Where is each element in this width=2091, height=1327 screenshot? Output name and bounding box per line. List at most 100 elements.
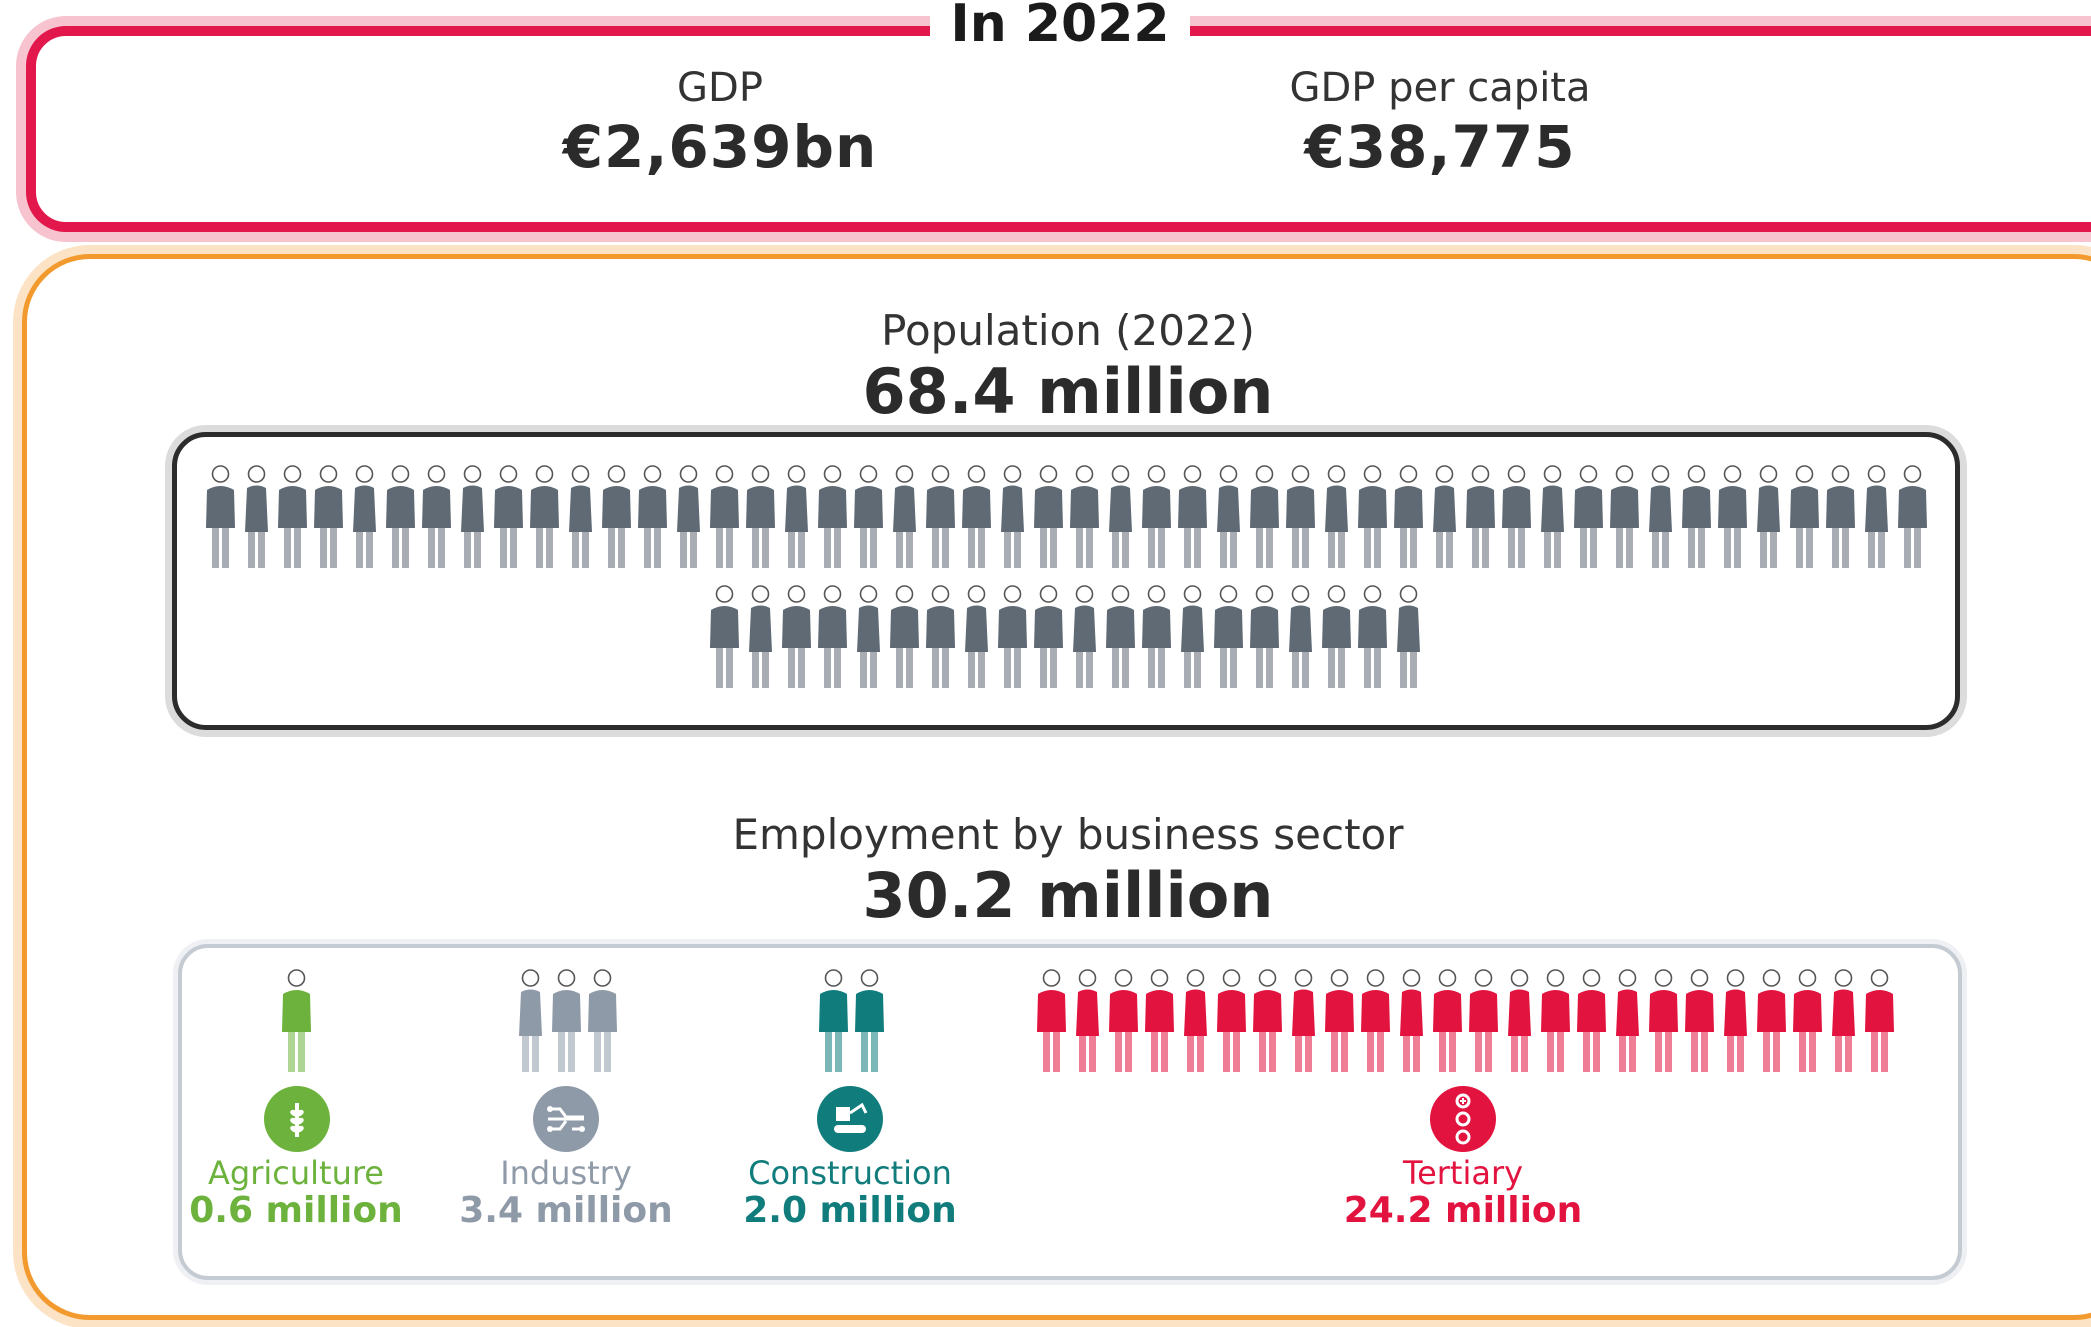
person-icon — [925, 585, 955, 688]
industry-label: Industry — [500, 1154, 632, 1192]
person-icon — [1609, 465, 1639, 568]
person-icon — [853, 465, 883, 568]
person-icon — [817, 465, 847, 568]
person-icon — [856, 585, 880, 688]
excavator-icon — [817, 1086, 883, 1152]
circuit-icon — [533, 1086, 599, 1152]
person-icon — [1069, 465, 1099, 568]
person-icon — [1831, 969, 1855, 1072]
construction-people — [776, 966, 926, 1074]
person-icon — [1249, 585, 1279, 688]
person-icon — [421, 465, 451, 568]
agriculture-people — [236, 966, 356, 1074]
gdp-value: €2,639bn — [562, 113, 878, 181]
person-icon — [1249, 465, 1279, 568]
person-icon — [961, 465, 991, 568]
construction-value: 2.0 million — [743, 1190, 957, 1231]
person-icon — [1252, 969, 1282, 1072]
employment-value: 30.2 million — [862, 859, 1274, 932]
person-icon — [1072, 585, 1096, 688]
person-icon — [1507, 969, 1531, 1072]
person-icon — [676, 465, 700, 568]
person-icon — [1357, 465, 1387, 568]
person-icon — [1141, 585, 1171, 688]
person-icon — [352, 465, 376, 568]
person-icon — [1000, 465, 1024, 568]
person-icon — [1183, 969, 1207, 1072]
person-icon — [854, 969, 884, 1072]
person-icon — [1291, 969, 1315, 1072]
person-icon — [1573, 465, 1603, 568]
person-icon — [460, 465, 484, 568]
person-icon — [529, 465, 559, 568]
person-icon — [568, 465, 592, 568]
industry-people — [476, 966, 656, 1074]
person-icon — [1792, 969, 1822, 1072]
person-icon — [1789, 465, 1819, 568]
person-icon — [1864, 465, 1888, 568]
agriculture-label: Agriculture — [208, 1154, 384, 1192]
person-icon — [784, 465, 808, 568]
person-icon — [1864, 969, 1894, 1072]
person-icon — [1540, 969, 1570, 1072]
person-icon — [1576, 969, 1606, 1072]
person-icon — [817, 585, 847, 688]
person-icon — [745, 465, 775, 568]
person-icon — [1756, 465, 1780, 568]
person-icon — [1144, 969, 1174, 1072]
person-icon — [281, 969, 311, 1072]
services-icon — [1430, 1086, 1496, 1152]
person-icon — [637, 465, 667, 568]
person-icon — [313, 465, 343, 568]
person-icon — [748, 585, 772, 688]
person-icon — [1105, 585, 1135, 688]
person-icon — [889, 585, 919, 688]
population-label: Population (2022) — [881, 306, 1255, 355]
person-icon — [1321, 585, 1351, 688]
tertiary-people — [1036, 966, 1894, 1074]
person-icon — [781, 585, 811, 688]
person-icon — [1036, 969, 1066, 1072]
person-icon — [493, 465, 523, 568]
person-icon — [925, 465, 955, 568]
person-icon — [1465, 465, 1495, 568]
population-value: 68.4 million — [862, 355, 1274, 428]
person-icon — [1756, 969, 1786, 1072]
person-icon — [1717, 465, 1747, 568]
tertiary-value: 24.2 million — [1343, 1190, 1583, 1231]
person-icon — [1324, 969, 1354, 1072]
person-icon — [1285, 465, 1315, 568]
person-icon — [1723, 969, 1747, 1072]
person-icon — [1432, 465, 1456, 568]
person-icon — [1684, 969, 1714, 1072]
gdp-per-capita-value: €38,775 — [1304, 113, 1576, 181]
person-icon — [892, 465, 916, 568]
population-people-row — [172, 582, 1960, 690]
person-icon — [1393, 465, 1423, 568]
person-icon — [1501, 465, 1531, 568]
person-icon — [1216, 969, 1246, 1072]
person-icon — [587, 969, 617, 1072]
person-icon — [1540, 465, 1564, 568]
construction-label: Construction — [748, 1154, 952, 1192]
person-icon — [244, 465, 268, 568]
person-icon — [1288, 585, 1312, 688]
person-icon — [1897, 465, 1927, 568]
industry-value: 3.4 million — [459, 1190, 673, 1231]
person-icon — [1825, 465, 1855, 568]
person-icon — [1033, 585, 1063, 688]
person-icon — [1468, 969, 1498, 1072]
person-icon — [818, 969, 848, 1072]
person-icon — [1177, 465, 1207, 568]
person-icon — [1357, 585, 1387, 688]
person-icon — [1432, 969, 1462, 1072]
person-icon — [1399, 969, 1423, 1072]
population-people-row — [172, 462, 1960, 570]
person-icon — [1396, 585, 1420, 688]
wheat-icon — [264, 1086, 330, 1152]
person-icon — [551, 969, 581, 1072]
person-icon — [518, 969, 542, 1072]
person-icon — [1216, 465, 1240, 568]
person-icon — [997, 585, 1027, 688]
gdp-label: GDP — [677, 65, 763, 111]
